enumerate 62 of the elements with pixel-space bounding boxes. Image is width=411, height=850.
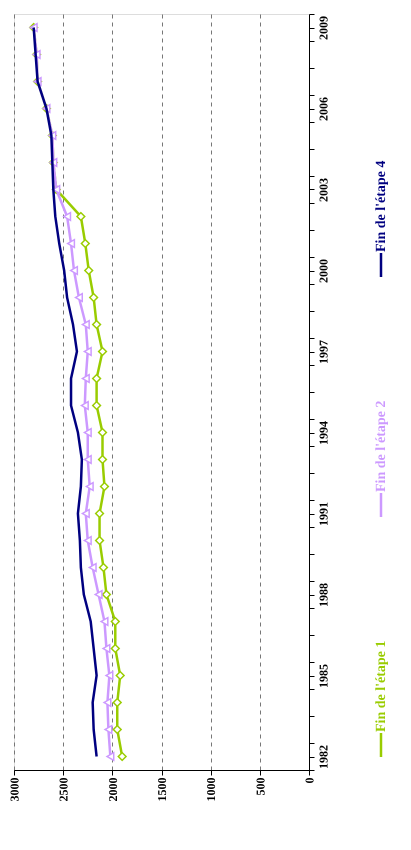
point xyxy=(92,400,102,410)
point xyxy=(86,482,94,492)
point xyxy=(98,562,108,572)
point xyxy=(84,266,94,276)
point xyxy=(94,590,103,600)
point xyxy=(118,752,127,762)
text: Fin de l'étape 4 xyxy=(374,160,389,252)
x-tick-label: 1500 xyxy=(155,778,169,802)
point xyxy=(112,698,122,708)
point xyxy=(116,670,125,680)
point xyxy=(84,428,92,438)
y-tick-label: 1994 xyxy=(316,421,330,445)
x-tick-label: 0 xyxy=(302,778,316,784)
y-tick-label: 1991 xyxy=(316,502,330,526)
point xyxy=(88,562,97,572)
point xyxy=(74,292,84,302)
point xyxy=(76,212,86,222)
point xyxy=(98,454,108,464)
point xyxy=(110,644,120,654)
y-tick-label: 1988 xyxy=(316,583,330,607)
y-tick-label: 1982 xyxy=(316,745,330,769)
x-tick-label: 3000 xyxy=(8,778,22,802)
point xyxy=(98,346,108,356)
point xyxy=(94,536,104,546)
point xyxy=(89,292,98,302)
point xyxy=(66,238,76,248)
y-tick-label: 1997 xyxy=(316,340,330,364)
point xyxy=(80,400,89,410)
point xyxy=(102,644,111,654)
point xyxy=(110,616,120,626)
point xyxy=(92,320,102,330)
point xyxy=(103,698,112,708)
point xyxy=(98,428,108,438)
point xyxy=(94,508,104,518)
y-tick-label: 2000 xyxy=(316,259,330,283)
point xyxy=(100,616,109,626)
point xyxy=(84,346,92,356)
point xyxy=(100,482,110,492)
point xyxy=(82,508,90,518)
point xyxy=(106,752,114,762)
text: Fin de l'étape 2 xyxy=(374,400,389,492)
x-tick-label: 2000 xyxy=(106,778,120,802)
y-tick-label: 2003 xyxy=(316,178,330,202)
point xyxy=(62,212,72,222)
point xyxy=(82,320,90,330)
point xyxy=(84,454,92,464)
x-tick-label: 2500 xyxy=(56,778,71,802)
point xyxy=(92,374,102,384)
y-tick-label: 2009 xyxy=(316,16,330,40)
point xyxy=(104,724,113,734)
point xyxy=(70,266,78,276)
text: Fin de l'étape 1 xyxy=(374,640,389,732)
point xyxy=(102,590,112,600)
point xyxy=(112,724,122,734)
x-tick-label: 500 xyxy=(253,778,268,796)
point xyxy=(105,670,114,680)
point xyxy=(84,536,92,546)
y-tick-label: 2006 xyxy=(316,97,330,121)
x-tick-label: 1000 xyxy=(204,778,218,802)
point xyxy=(80,238,90,248)
y-tick-label: 1985 xyxy=(316,664,330,688)
point xyxy=(82,374,90,384)
